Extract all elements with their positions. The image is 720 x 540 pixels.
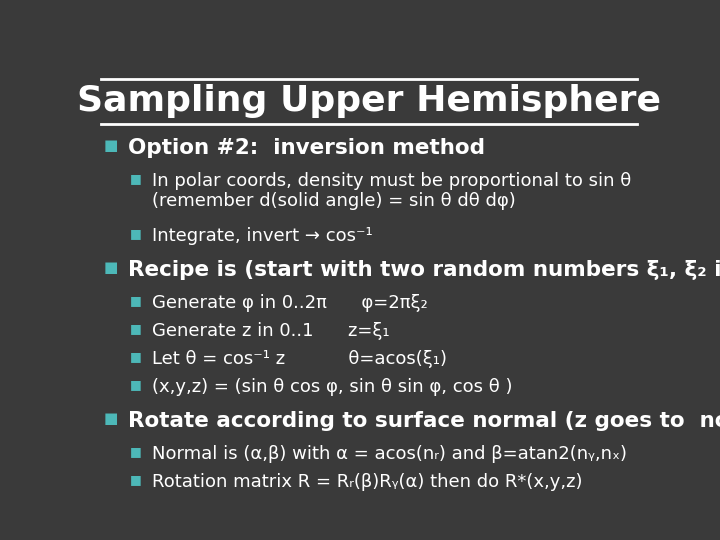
Text: Rotate according to surface normal (z goes to  normal): Rotate according to surface normal (z go…	[128, 411, 720, 431]
Text: ■: ■	[130, 294, 142, 307]
Text: ■: ■	[104, 411, 118, 426]
Text: ■: ■	[130, 378, 142, 391]
Text: ■: ■	[130, 227, 142, 240]
Text: Generate z in 0..1      z=ξ₁: Generate z in 0..1 z=ξ₁	[153, 322, 390, 340]
Text: In polar coords, density must be proportional to sin θ
(remember d(solid angle) : In polar coords, density must be proport…	[153, 172, 631, 211]
Text: Let θ = cos⁻¹ z           θ=acos(ξ₁): Let θ = cos⁻¹ z θ=acos(ξ₁)	[153, 350, 448, 368]
Text: Generate φ in 0..2π      φ=2πξ₂: Generate φ in 0..2π φ=2πξ₂	[153, 294, 428, 312]
Text: ■: ■	[130, 445, 142, 458]
Text: Integrate, invert → cos⁻¹: Integrate, invert → cos⁻¹	[153, 227, 373, 245]
Text: Normal is (α,β) with α = acos(nᵣ) and β=atan2(nᵧ,nₓ): Normal is (α,β) with α = acos(nᵣ) and β=…	[153, 445, 628, 463]
Text: Sampling Upper Hemisphere: Sampling Upper Hemisphere	[77, 84, 661, 118]
Text: ■: ■	[104, 138, 118, 153]
Text: ■: ■	[130, 350, 142, 363]
Text: ■: ■	[130, 172, 142, 185]
Text: ■: ■	[130, 472, 142, 485]
Text: Option #2:  inversion method: Option #2: inversion method	[128, 138, 485, 158]
Text: Recipe is (start with two random numbers ξ₁, ξ₂ in 0…1): Recipe is (start with two random numbers…	[128, 260, 720, 280]
Text: Rotation matrix R = Rᵣ(β)Rᵧ(α) then do R*(x,y,z): Rotation matrix R = Rᵣ(β)Rᵧ(α) then do R…	[153, 472, 583, 491]
Text: ■: ■	[104, 260, 118, 275]
Text: (x,y,z) = (sin θ cos φ, sin θ sin φ, cos θ ): (x,y,z) = (sin θ cos φ, sin θ sin φ, cos…	[153, 378, 513, 396]
Text: ■: ■	[130, 322, 142, 335]
